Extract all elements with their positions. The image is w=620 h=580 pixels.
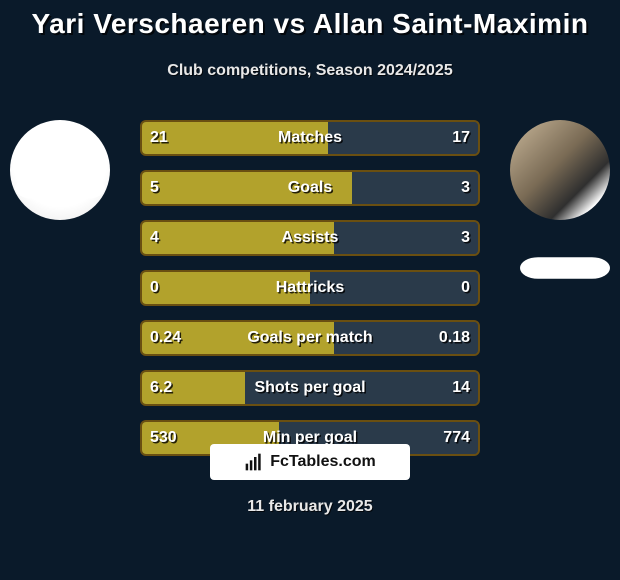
stat-row: 0.240.18Goals per match <box>140 320 480 356</box>
player-right-avatar <box>510 120 610 220</box>
page-subtitle: Club competitions, Season 2024/2025 <box>0 62 620 80</box>
date-text: 11 february 2025 <box>0 498 620 516</box>
brand-box: FcTables.com <box>210 444 410 480</box>
stat-row: 2117Matches <box>140 120 480 156</box>
stat-row: 00Hattricks <box>140 270 480 306</box>
player-left-avatar <box>10 120 110 220</box>
brand-name: FcTables.com <box>270 453 376 471</box>
stat-metric-label: Shots per goal <box>142 372 478 404</box>
stat-metric-label: Matches <box>142 122 478 154</box>
stat-row: 6.214Shots per goal <box>140 370 480 406</box>
player-left-flag <box>15 177 105 199</box>
page-title: Yari Verschaeren vs Allan Saint-Maximin <box>0 8 620 40</box>
stat-metric-label: Hattricks <box>142 272 478 304</box>
stats-table: 2117Matches 53Goals 43Assists 00Hattricks 0.… <box>140 120 480 470</box>
stat-metric-label: Assists <box>142 222 478 254</box>
player-right-flag <box>520 257 610 279</box>
stat-row: 43Assists <box>140 220 480 256</box>
stat-metric-label: Goals <box>142 172 478 204</box>
comparison-graphic: Yari Verschaeren vs Allan Saint-Maximin … <box>0 0 620 580</box>
brand-logo-icon <box>244 452 264 472</box>
stat-row: 53Goals <box>140 170 480 206</box>
stat-metric-label: Goals per match <box>142 322 478 354</box>
